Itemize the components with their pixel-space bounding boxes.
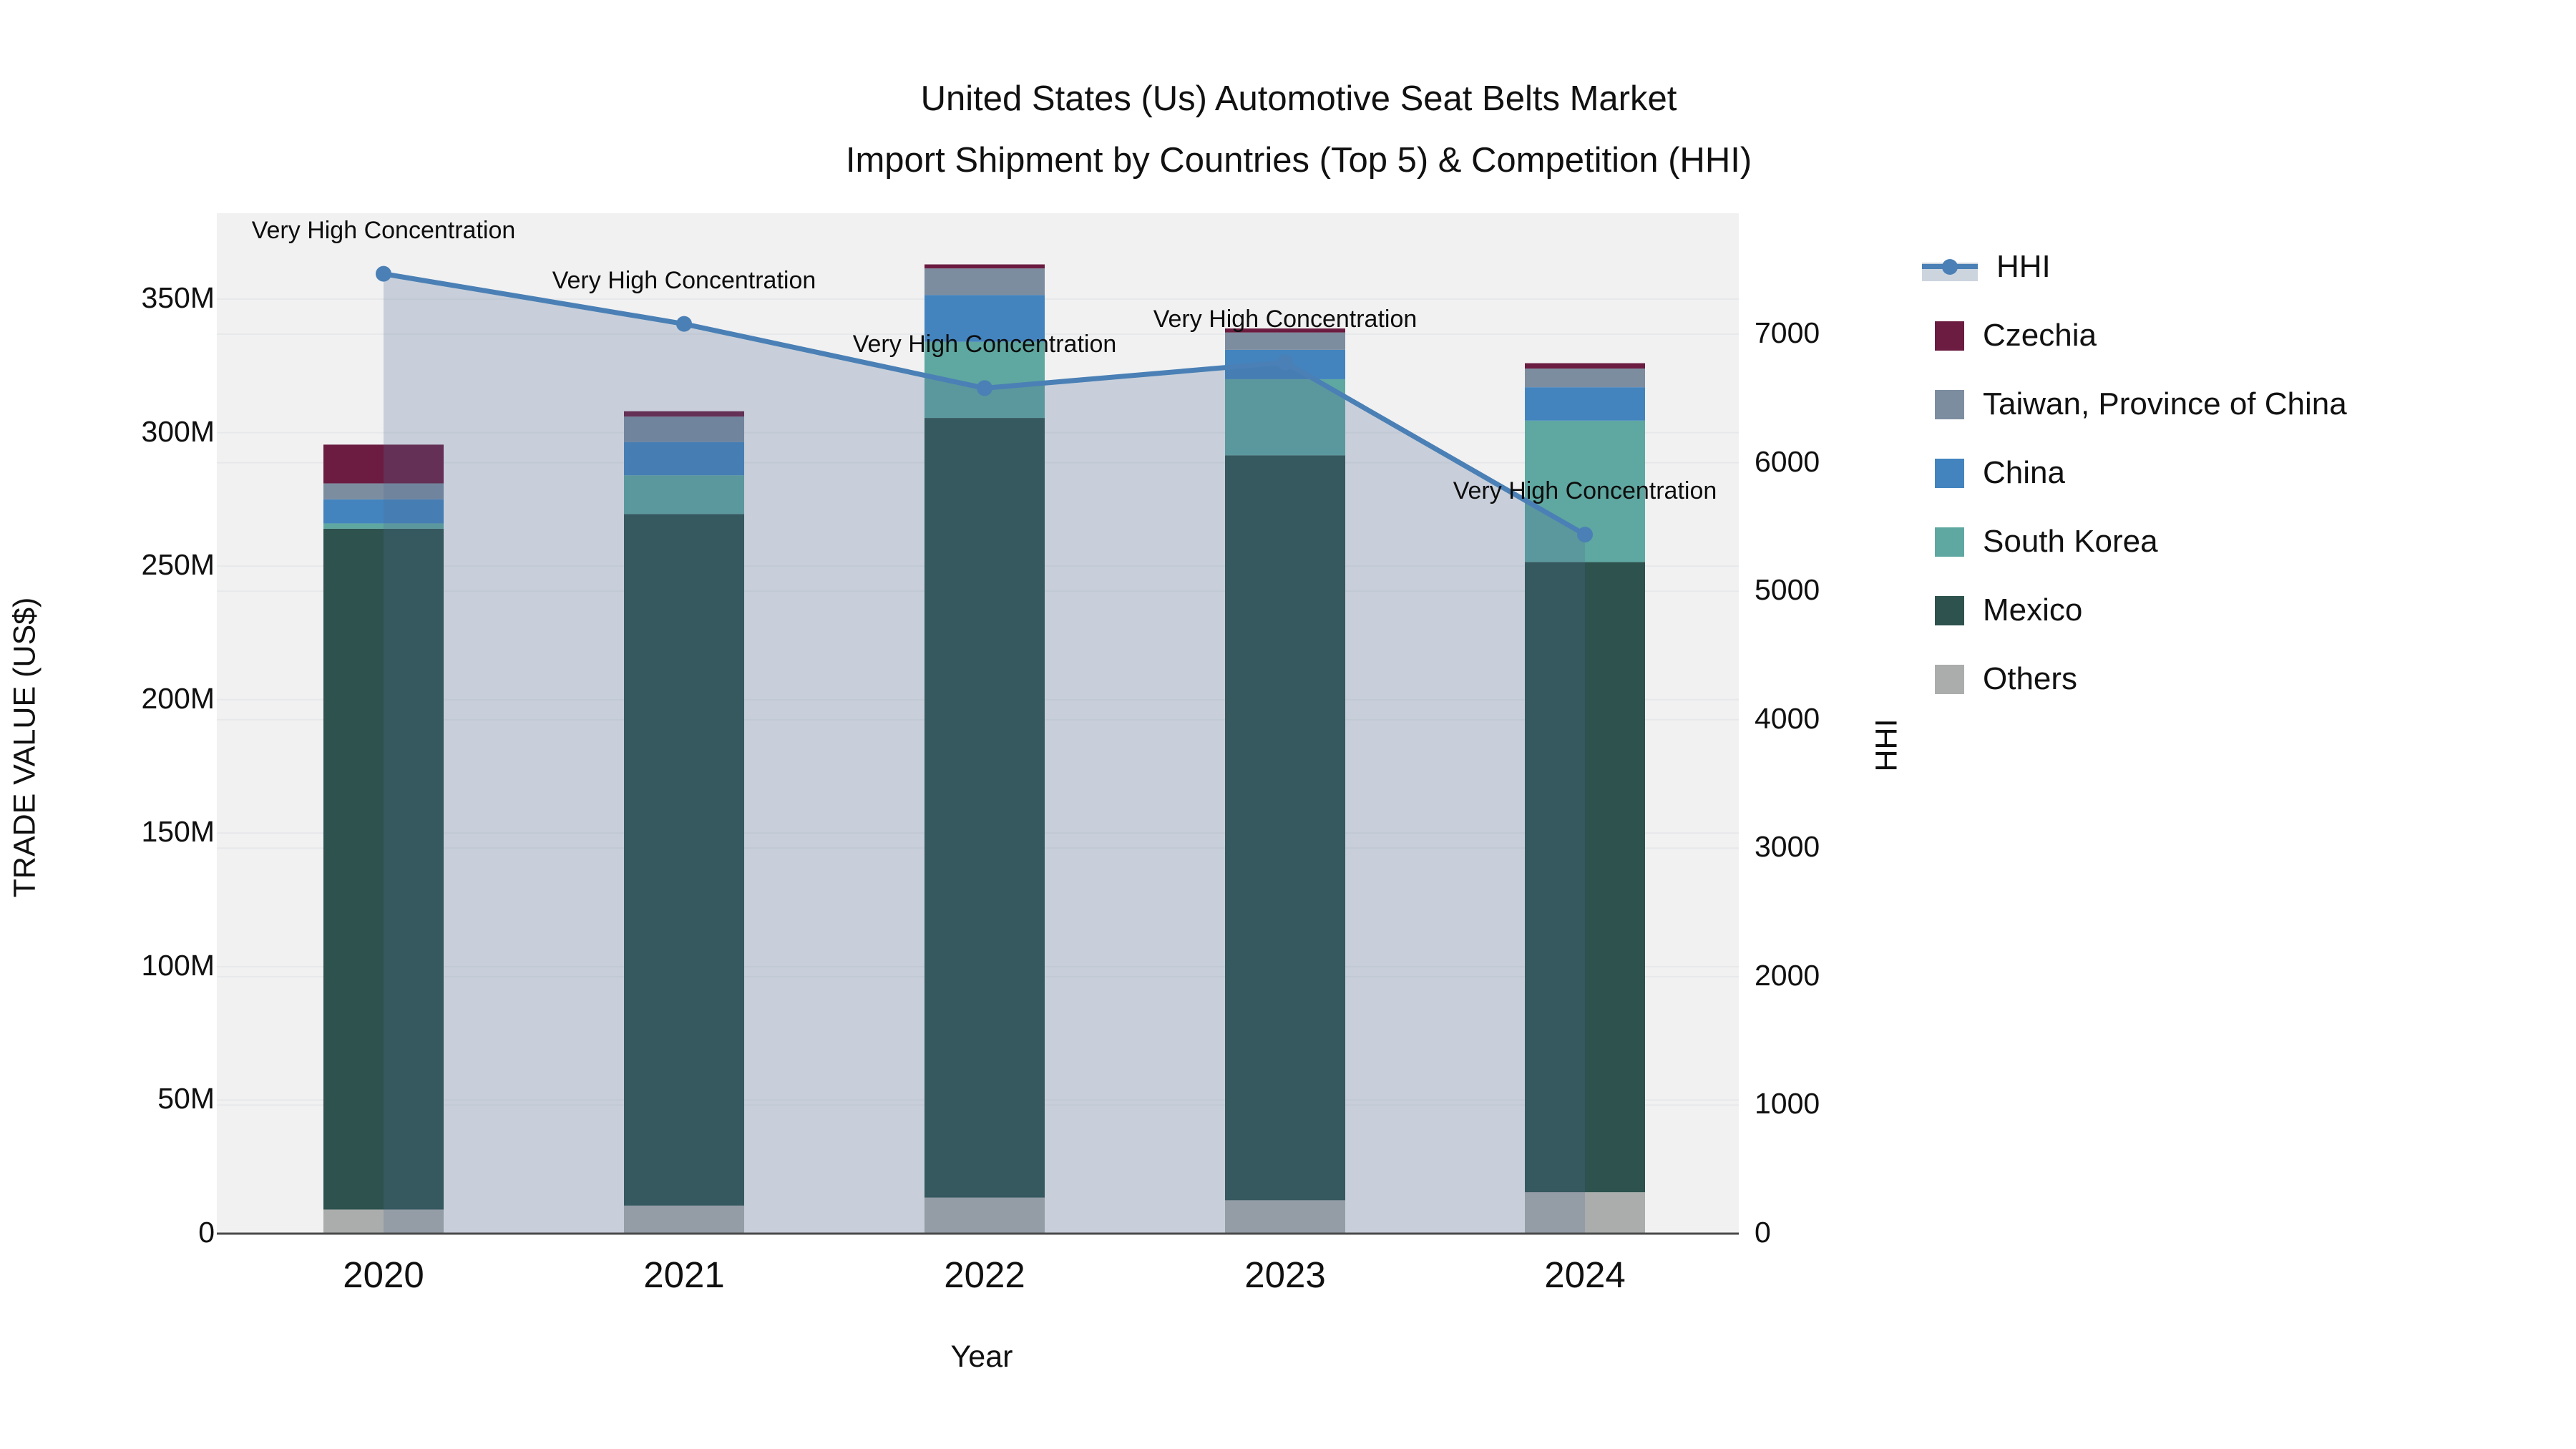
hhi-marker-2020[interactable] bbox=[376, 265, 391, 282]
bar-segment-2024-czechia[interactable] bbox=[1525, 363, 1645, 369]
bar-segment-2020-czechia[interactable] bbox=[323, 444, 444, 484]
bar-segment-2022-others[interactable] bbox=[924, 1197, 1045, 1234]
legend-item-hhi[interactable]: HHI bbox=[1922, 233, 2347, 301]
left-axis-tick-0: 0 bbox=[198, 1216, 215, 1249]
x-axis-tick-2024: 2024 bbox=[1544, 1254, 1626, 1295]
legend-item-label: Others bbox=[1983, 661, 2078, 696]
bar-segment-2021-taiwan-province-of-china[interactable] bbox=[624, 416, 744, 442]
annotation-2020: Very High Concentration bbox=[251, 216, 516, 244]
bar-segment-2022-china[interactable] bbox=[924, 295, 1045, 342]
x-axis-tick-2023: 2023 bbox=[1244, 1254, 1326, 1295]
bar-segment-2023-south-korea[interactable] bbox=[1225, 379, 1345, 456]
left-axis-tick-350M: 350M bbox=[141, 281, 215, 314]
legend-swatch-icon bbox=[1935, 389, 1964, 419]
bar-segment-2023-taiwan-province-of-china[interactable] bbox=[1225, 332, 1345, 350]
legend-item-label: HHI bbox=[1996, 249, 2051, 284]
hhi-marker-2021[interactable] bbox=[676, 316, 692, 332]
hhi-marker-2024[interactable] bbox=[1577, 527, 1593, 543]
bar-segment-2021-czechia[interactable] bbox=[624, 411, 744, 417]
legend-item-label: Czechia bbox=[1983, 318, 2097, 353]
bar-segment-2022-taiwan-province-of-china[interactable] bbox=[924, 268, 1045, 296]
annotation-2023: Very High Concentration bbox=[1153, 305, 1418, 333]
legend-item-china[interactable]: China bbox=[1922, 439, 2347, 507]
legend-swatch-icon bbox=[1935, 664, 1964, 694]
annotation-2024: Very High Concentration bbox=[1453, 477, 1717, 505]
right-axis-tick-4000: 4000 bbox=[1755, 701, 1820, 735]
hhi-legend-marker-dot bbox=[1942, 258, 1958, 275]
bar-segment-2022-mexico[interactable] bbox=[924, 418, 1045, 1198]
bar-segment-2020-taiwan-province-of-china[interactable] bbox=[323, 483, 444, 499]
bar-segment-2024-taiwan-province-of-china[interactable] bbox=[1525, 369, 1645, 388]
bar-segment-2021-china[interactable] bbox=[624, 441, 744, 476]
left-axis-tick-250M: 250M bbox=[141, 548, 215, 582]
legend-item-label: Mexico bbox=[1983, 592, 2083, 628]
legend-item-label: China bbox=[1983, 455, 2065, 490]
right-axis-title: HHI bbox=[1869, 718, 1904, 772]
left-axis-tick-150M: 150M bbox=[141, 815, 215, 849]
bar-segment-2023-czechia[interactable] bbox=[1225, 328, 1345, 333]
bar-segment-2021-south-korea[interactable] bbox=[624, 475, 744, 514]
right-axis-tick-1000: 1000 bbox=[1755, 1087, 1820, 1121]
right-axis-tick-0: 0 bbox=[1755, 1216, 1771, 1249]
legend-swatch-icon bbox=[1935, 595, 1964, 625]
left-axis-title: TRADE VALUE (US$) bbox=[7, 597, 42, 898]
chart-title-line1: United States (Us) Automotive Seat Belts… bbox=[920, 79, 1677, 118]
bar-segment-2024-mexico[interactable] bbox=[1525, 562, 1645, 1193]
legend-item-others[interactable]: Others bbox=[1922, 645, 2347, 713]
right-axis-tick-3000: 3000 bbox=[1755, 830, 1820, 864]
legend-item-mexico[interactable]: Mexico bbox=[1922, 576, 2347, 645]
chart-title: United States (Us) Automotive Seat Belts… bbox=[655, 68, 1943, 191]
x-axis-tick-2020: 2020 bbox=[343, 1254, 424, 1295]
right-axis-tick-7000: 7000 bbox=[1755, 316, 1820, 349]
bar-segment-2021-mexico[interactable] bbox=[624, 514, 744, 1206]
legend: HHI Czechia Taiwan, Province of China China… bbox=[1922, 233, 2347, 713]
left-axis-tick-50M: 50M bbox=[157, 1082, 215, 1116]
legend-item-taiwan-province-of-china[interactable]: Taiwan, Province of China bbox=[1922, 370, 2347, 439]
right-axis-tick-5000: 5000 bbox=[1755, 573, 1820, 607]
legend-item-czechia[interactable]: Czechia bbox=[1922, 301, 2347, 370]
bar-segment-2021-others[interactable] bbox=[624, 1205, 744, 1234]
x-axis-tick-2021: 2021 bbox=[643, 1254, 725, 1295]
x-axis-title: Year bbox=[950, 1340, 1013, 1374]
x-axis-tick-2022: 2022 bbox=[944, 1254, 1025, 1295]
hhi-line-legend-icon bbox=[1922, 253, 1978, 282]
legend-swatch-icon bbox=[1935, 458, 1964, 488]
bar-segment-2023-others[interactable] bbox=[1225, 1200, 1345, 1234]
bar-segment-2020-mexico[interactable] bbox=[323, 528, 444, 1210]
right-axis-tick-2000: 2000 bbox=[1755, 958, 1820, 992]
left-axis-tick-200M: 200M bbox=[141, 681, 215, 715]
legend-swatch-icon bbox=[1935, 527, 1964, 557]
bar-segment-2023-mexico[interactable] bbox=[1225, 455, 1345, 1201]
legend-swatch-icon bbox=[1935, 321, 1964, 351]
left-axis-tick-100M: 100M bbox=[141, 948, 215, 982]
hhi-area-fill bbox=[384, 273, 1585, 1234]
annotation-2021: Very High Concentration bbox=[552, 266, 816, 294]
bar-segment-2020-south-korea[interactable] bbox=[323, 523, 444, 529]
left-axis-tick-300M: 300M bbox=[141, 414, 215, 448]
legend-item-south-korea[interactable]: South Korea bbox=[1922, 507, 2347, 576]
hhi-marker-2023[interactable] bbox=[1277, 354, 1293, 371]
legend-item-label: South Korea bbox=[1983, 524, 2158, 559]
annotation-2022: Very High Concentration bbox=[852, 331, 1117, 358]
bar-segment-2020-china[interactable] bbox=[323, 499, 444, 524]
chart-title-line2: Import Shipment by Countries (Top 5) & C… bbox=[845, 141, 1752, 180]
right-axis-tick-6000: 6000 bbox=[1755, 444, 1820, 478]
bar-segment-2024-china[interactable] bbox=[1525, 387, 1645, 421]
hhi-marker-2022[interactable] bbox=[977, 380, 992, 396]
legend-item-label: Taiwan, Province of China bbox=[1983, 386, 2347, 421]
bar-segment-2022-czechia[interactable] bbox=[924, 264, 1045, 269]
bar-segment-2024-others[interactable] bbox=[1525, 1192, 1645, 1234]
bar-segment-2020-others[interactable] bbox=[323, 1209, 444, 1234]
